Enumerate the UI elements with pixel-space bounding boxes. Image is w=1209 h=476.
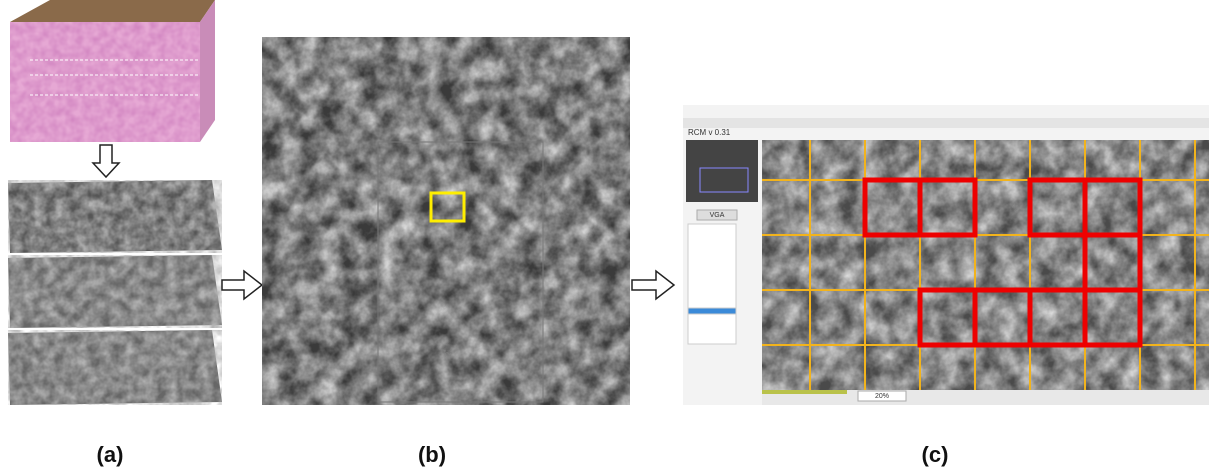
panel-label: (c) [922,442,949,467]
right-arrow [632,271,674,299]
button-label: VGA [710,212,725,219]
skin-top [10,0,215,22]
skin-side [200,0,215,142]
toolbar [683,118,1209,128]
panel-label: (b) [418,442,446,467]
progress [762,390,847,394]
thumbnail [686,140,758,202]
down-arrow [93,145,119,177]
skin-texture [10,22,200,142]
file-list [688,224,736,344]
app-title: RCM v 0.31 [688,128,731,137]
zoom-label: 20% [875,393,889,400]
right-arrow [222,271,262,299]
panel-a [8,0,262,405]
slices [8,180,222,405]
panel-label: (a) [97,442,124,467]
figure: RCM v 0.31 VGA 20% (a) [0,0,1209,476]
panel-c: RCM v 0.31 VGA 20% [683,105,1209,405]
panel-b [262,37,674,405]
